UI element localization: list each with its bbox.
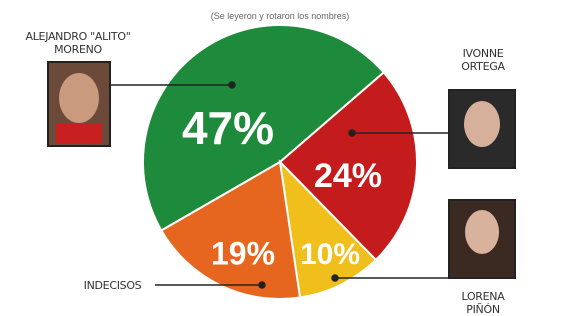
category-label: ALEJANDRO "ALITO" MORENO: [18, 30, 138, 56]
shirt: [56, 124, 102, 144]
value-label: 24%: [314, 157, 382, 195]
connector-dot: [349, 130, 355, 136]
connector-dot: [332, 275, 338, 281]
pie: 47% 24% 10% 19%: [143, 25, 417, 299]
face: [464, 101, 500, 147]
value-label: 47%: [182, 102, 274, 154]
category-label: INDECISOS: [70, 279, 155, 292]
face: [59, 73, 99, 123]
connector-dot: [259, 282, 265, 288]
page: {"chart_data": {"type": "pie", "subtitle…: [0, 0, 577, 312]
value-label: 10%: [300, 238, 360, 271]
face: [465, 210, 499, 254]
connector-dot: [229, 82, 235, 88]
value-label: 19%: [211, 235, 275, 271]
category-label: IVONNE ORTEGA: [448, 47, 518, 73]
category-label: LORENA PIÑÓN: [448, 290, 518, 316]
